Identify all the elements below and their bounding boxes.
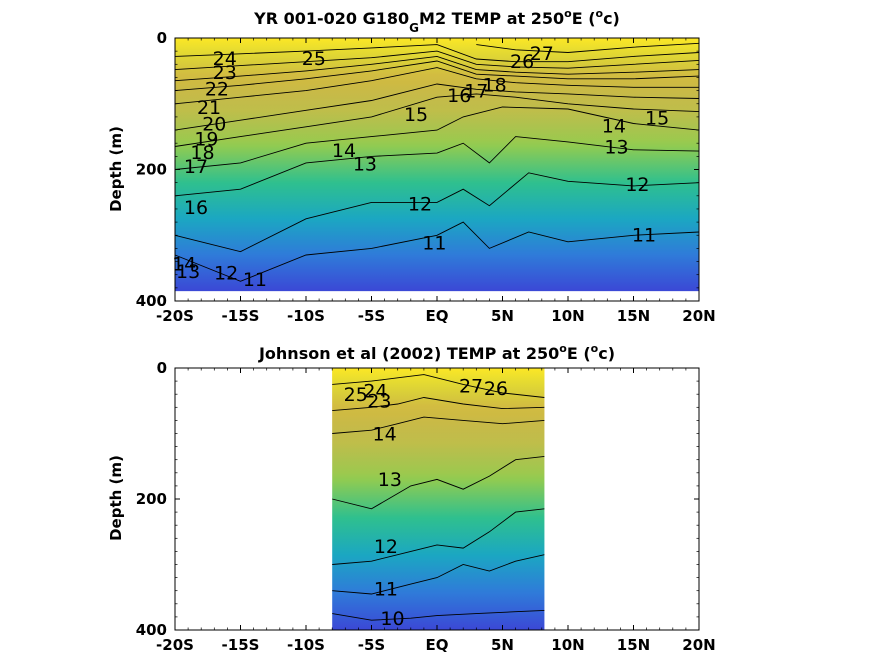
plot-area-model: 24 25232221201918171615141312111617182726… (172, 38, 700, 301)
contour-label: 12 (214, 263, 238, 285)
contour-label: 26 (510, 51, 534, 73)
x-tick-label: -15S (222, 307, 260, 325)
contour-label: 18 (190, 142, 214, 164)
contour-label: 23 (213, 62, 237, 84)
contour-12-model (174, 172, 700, 253)
contour-label: 19 (194, 128, 218, 150)
y-tick-label: 200 (136, 490, 167, 508)
x-tick-label: 10N (551, 307, 584, 325)
contour-label: 13 (604, 136, 628, 158)
x-tick-label: 10N (551, 636, 584, 654)
contour-label: 14 (602, 115, 626, 137)
contour-label: 17 (184, 156, 208, 178)
panel-model: YR 001-020 G180GM2 TEMP at 250oE (oc) 24… (107, 7, 716, 325)
x-tick-label: -20S (156, 307, 194, 325)
contour-10-observed (332, 609, 545, 621)
contour-label: 11 (422, 232, 446, 254)
contour-23-model (174, 55, 700, 82)
contour-15-model (174, 93, 700, 147)
y-tick-label: 0 (157, 359, 167, 377)
x-tick-label: -5S (358, 636, 385, 654)
x-tick-label: 20N (682, 307, 715, 325)
surface-warm-layer-observed (332, 368, 545, 630)
contour-12-observed (332, 508, 545, 565)
contour-label: 27 (459, 375, 483, 397)
axes-model: -20S -15S -10S -5S EQ 5N 10N 15N 20N 0 200 400 (136, 29, 716, 325)
contour-label: 27 (530, 43, 554, 65)
contour-label: 23 (367, 391, 391, 413)
contour-label: 14 (172, 253, 196, 275)
contour-label: 24 (363, 381, 387, 403)
contour-27-model (476, 42, 700, 53)
contour-25-model (174, 44, 700, 63)
contour-label: 22 (205, 78, 229, 100)
contour-label: 25 (302, 48, 326, 70)
contour-22-model (174, 60, 700, 92)
contour-label: 25 (344, 384, 368, 406)
contour-label: 12 (408, 194, 432, 216)
x-tick-label: 15N (617, 307, 650, 325)
panel-observed: Johnson et al (2002) TEMP at 250oE (oc) … (107, 342, 716, 654)
y-tick-label: 400 (136, 621, 167, 639)
x-tick-label: EQ (426, 636, 449, 654)
x-tick-label: 20N (682, 636, 715, 654)
x-tick-label: -20S (156, 636, 194, 654)
contour-25-observed (332, 374, 545, 398)
contour-14-model (174, 106, 700, 170)
contour-14-observed (332, 416, 545, 434)
y-axis-label-observed: Depth (m) (107, 455, 125, 541)
contour-label: 11 (632, 224, 656, 246)
x-tick-label: 15N (617, 636, 650, 654)
contour-label: 18 (483, 74, 507, 96)
surface-warm-layer-model (175, 38, 699, 292)
contour-13-model (174, 136, 700, 197)
x-tick-label: EQ (426, 307, 449, 325)
contour-label: 14 (373, 423, 397, 445)
contour-label: 26 (484, 378, 508, 400)
x-tick-label: 5N (491, 636, 514, 654)
contour-label: 15 (404, 104, 428, 126)
contour-label: 14 (332, 140, 356, 162)
contour-13-observed (332, 455, 545, 510)
contour-label: 11 (243, 269, 267, 291)
contour-11-model (174, 221, 700, 282)
contour-label: 13 (176, 261, 200, 283)
contour-label: 24 (213, 48, 237, 70)
chart-title-observed: Johnson et al (2002) TEMP at 250oE (oc) (258, 342, 615, 363)
x-tick-label: -15S (222, 636, 260, 654)
contour-label: 13 (378, 469, 402, 491)
contour-label: 17 (464, 80, 488, 102)
contour-label: 16 (184, 197, 208, 219)
contour-16-model (174, 83, 700, 131)
contour-label: 13 (353, 153, 377, 175)
y-axis-label-model: Depth (m) (107, 126, 125, 212)
contour-label: 21 (197, 97, 221, 119)
axes-observed: -20S -15S -10S -5S EQ 5N 10N 15N 20N 0 200 400 (136, 359, 716, 654)
x-tick-label: -10S (287, 307, 325, 325)
contour-label: 15 (645, 107, 669, 129)
contour-label: 16 (447, 85, 471, 107)
x-tick-label: -10S (287, 636, 325, 654)
y-tick-label: 200 (136, 161, 167, 179)
contour-label: 12 (625, 174, 649, 196)
contour-label: 10 (380, 608, 404, 630)
contour-24-model (174, 50, 700, 71)
y-tick-label: 400 (136, 292, 167, 310)
contour-20-observed (332, 397, 545, 412)
y-tick-label: 0 (157, 29, 167, 47)
contour-20-model (174, 67, 699, 105)
x-tick-label: -5S (358, 307, 385, 325)
contour-label: 11 (374, 579, 398, 601)
contour-label: 20 (202, 113, 226, 135)
chart-title-model: YR 001-020 G180GM2 TEMP at 250oE (oc) (253, 7, 620, 35)
x-tick-label: 5N (491, 307, 514, 325)
contour-11-observed (332, 554, 545, 595)
contour-label: 12 (374, 536, 398, 558)
